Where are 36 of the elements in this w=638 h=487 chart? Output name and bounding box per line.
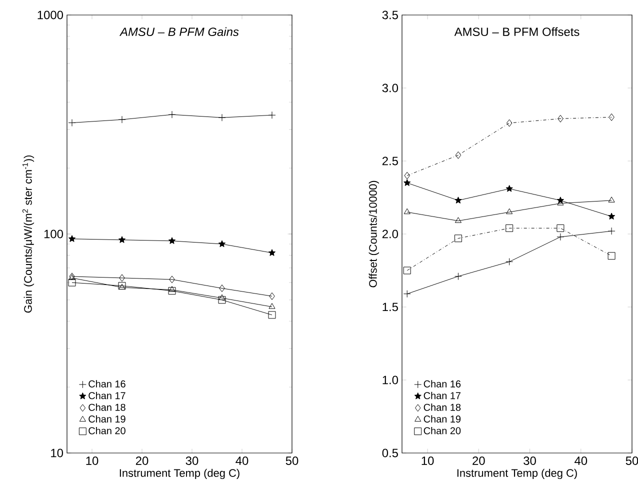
- x-tick-label: 50: [286, 456, 298, 465]
- y-tick-label: 0.5: [382, 448, 398, 458]
- x-axis-title: Instrument Temp (deg C): [120, 468, 240, 480]
- y-axis-title: Offset (Counts/10000): [368, 180, 380, 288]
- legend-label: Chan 19: [424, 415, 461, 423]
- x-tick-label: 20: [136, 456, 148, 465]
- x-tick-label: 20: [472, 456, 485, 465]
- x-axis-title: Instrument Temp (deg C): [457, 468, 577, 480]
- y-tick-label: 1.5: [382, 302, 398, 312]
- x-tick-label: 30: [524, 456, 536, 465]
- y-tick-label: 1.0: [382, 376, 398, 384]
- y-tick-label: 10: [51, 448, 64, 458]
- y-tick-label: 1000: [38, 10, 64, 20]
- y-tick-label: 100: [44, 230, 64, 238]
- y-tick-label: 2.0: [382, 230, 398, 238]
- legend-label: Chan 19: [88, 415, 126, 423]
- y-tick-label: 2.5: [382, 156, 398, 166]
- legend-label: Chan 20: [88, 426, 126, 434]
- text: AMSU – B PFM Gains: [119, 27, 239, 36]
- x-tick-label: 10: [86, 456, 98, 465]
- legend-label: Chan 17: [424, 392, 461, 400]
- legend-label: Chan 17: [88, 392, 126, 400]
- legend-label: Chan 20: [424, 426, 461, 434]
- legend-label: Chan 16: [88, 380, 126, 388]
- legend-label: Chan 18: [88, 404, 126, 411]
- legend-label: Chan 18: [424, 404, 461, 411]
- x-tick-label: 40: [236, 456, 248, 465]
- x-tick-label: 10: [422, 456, 434, 465]
- y-tick-label: 3.0: [382, 84, 398, 92]
- text: AMSU – B PFM Offsets: [454, 27, 580, 36]
- x-tick-label: 50: [626, 456, 638, 465]
- x-tick-label: 40: [574, 456, 588, 465]
- x-tick-label: 30: [186, 456, 198, 465]
- y-tick-label: 3.5: [382, 10, 398, 20]
- y-axis-title: Gain (Counts/μW/(m$^{2}$ ster cm$^{-1}$)): [22, 155, 34, 313]
- legend-label: Chan 16: [424, 380, 461, 388]
